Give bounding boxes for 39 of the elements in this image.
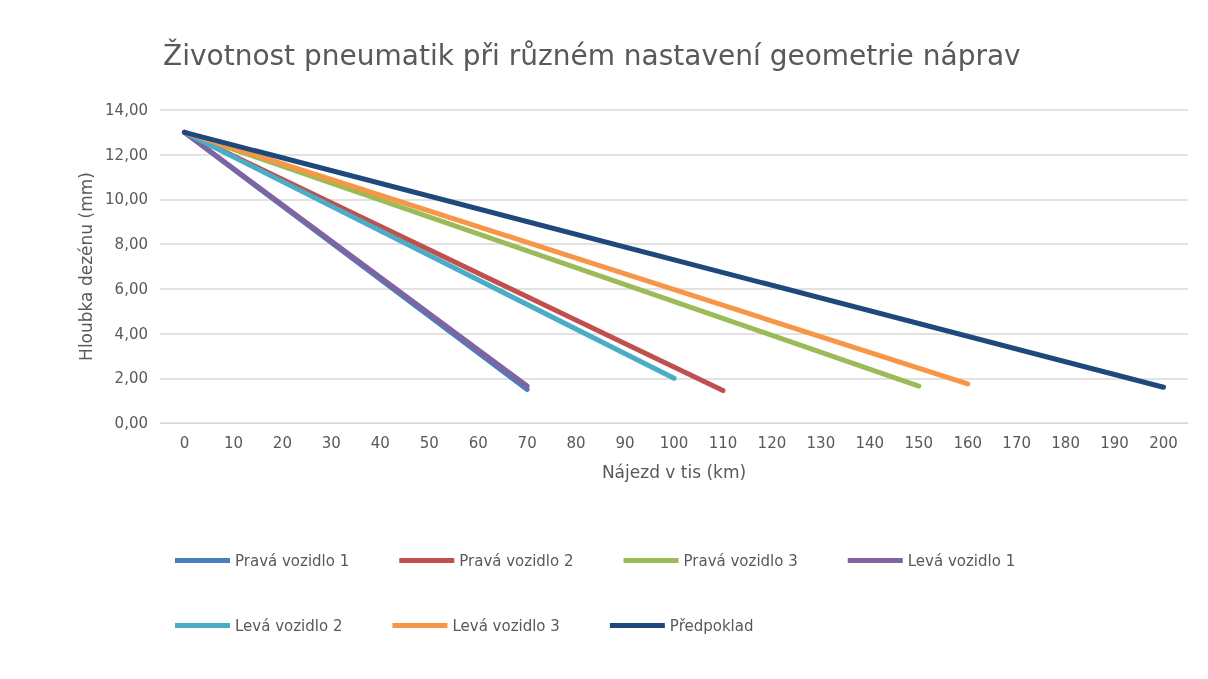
chart-title: Životnost pneumatik při různém nastavení geometrie náprav: [163, 37, 1021, 72]
legend-label: Předpoklad: [669, 616, 754, 635]
x-tick-label: 70: [517, 433, 537, 452]
x-axis-title: Nájezd v tis (km): [601, 461, 747, 482]
x-tick-label: 60: [468, 433, 488, 452]
x-tick-label: 30: [321, 433, 341, 452]
x-tick-label: 180: [1051, 433, 1080, 452]
x-tick-label: 190: [1100, 433, 1129, 452]
x-tick-label: 200: [1149, 433, 1178, 452]
legend-label: Pravá vozidlo 2: [459, 551, 574, 570]
x-tick-label: 50: [419, 433, 439, 452]
x-tick-label: 20: [272, 433, 292, 452]
y-tick-label: 12,00: [105, 145, 148, 164]
legend-label: Levá vozidlo 3: [452, 616, 560, 635]
x-tick-label: 80: [566, 433, 586, 452]
y-tick-label: 10,00: [105, 190, 148, 209]
x-tick-label: 140: [855, 433, 885, 452]
x-tick-label: 170: [1002, 433, 1031, 452]
legend-label: Levá vozidlo 2: [235, 616, 343, 635]
x-tick-label: 130: [806, 433, 836, 452]
y-tick-label: 8,00: [114, 235, 148, 254]
legend-label: Pravá vozidlo 3: [683, 551, 798, 570]
legend-label: Levá vozidlo 1: [907, 551, 1016, 570]
x-tick-label: 150: [904, 433, 934, 452]
x-tick-label: 110: [708, 433, 738, 452]
x-tick-label: 10: [223, 433, 243, 452]
legend-label: Pravá vozidlo 1: [235, 551, 350, 570]
y-axis-title: Hloubka dezénu (mm): [75, 172, 96, 361]
x-tick-label: 160: [953, 433, 983, 452]
y-tick-label: 4,00: [114, 324, 148, 343]
x-tick-label: 120: [757, 433, 787, 452]
x-tick-label: 40: [370, 433, 390, 452]
y-tick-label: 14,00: [105, 101, 148, 119]
y-tick-label: 2,00: [114, 369, 148, 388]
x-tick-label: 0: [179, 433, 190, 452]
y-tick-label: 6,00: [114, 279, 148, 298]
y-tick-label: 0,00: [114, 414, 148, 432]
x-tick-label: 90: [615, 433, 635, 452]
x-tick-label: 100: [659, 433, 689, 452]
